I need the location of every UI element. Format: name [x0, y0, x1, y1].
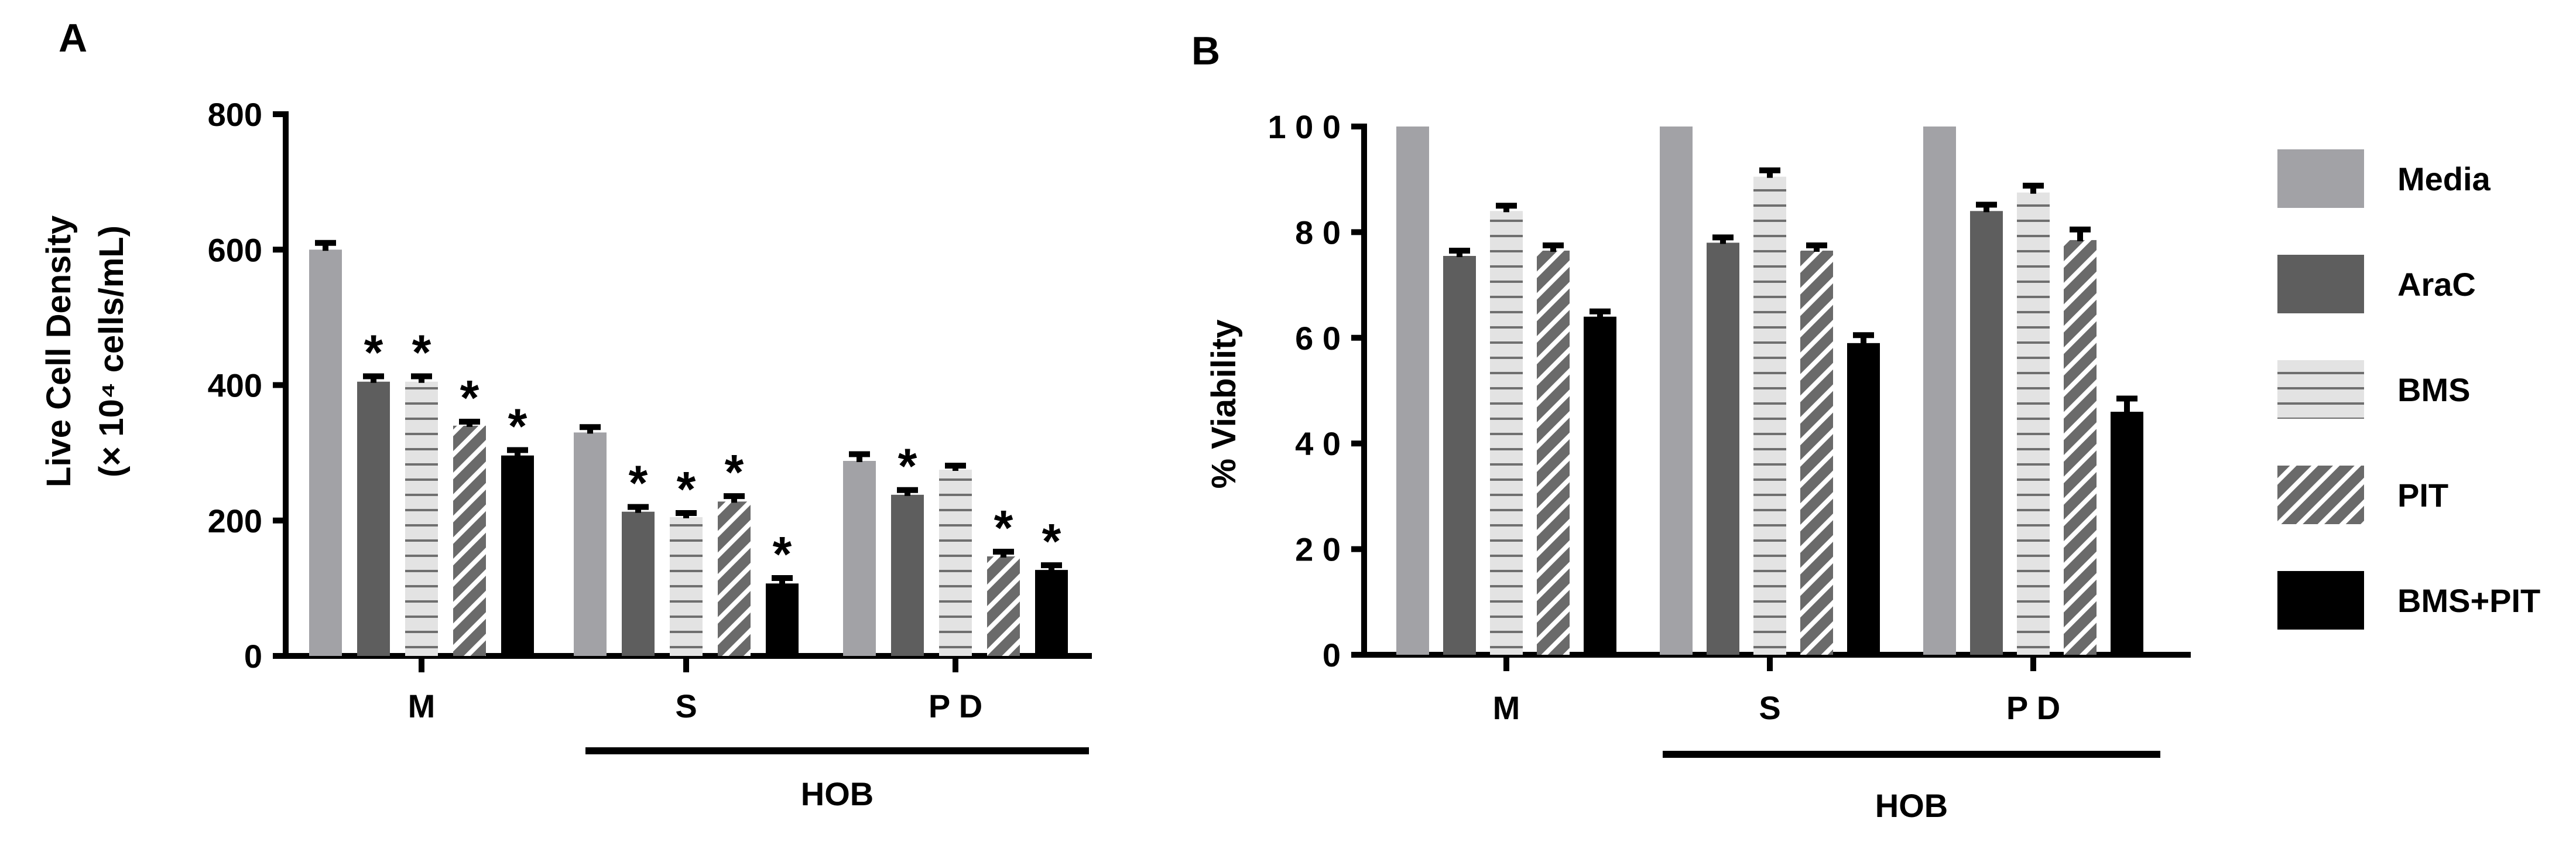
panel-a-significance-star: *	[725, 445, 744, 500]
panel-b-bar-media-m	[1396, 127, 1429, 655]
panel-a-ylabel-line2: (× 10⁴ cells/mL)	[93, 225, 131, 477]
panel-a-significance-star: *	[460, 370, 479, 425]
panel-a-ytick-label: 800	[208, 96, 262, 133]
panel-a-significance-star: *	[994, 500, 1013, 555]
panel-b-bar-pit-p-d	[2064, 240, 2097, 655]
panel-b-bar-bms-pit-p-d	[2111, 412, 2143, 655]
legend-item-bms-pit: BMS+PIT	[2277, 571, 2540, 630]
legend-label-pit: PIT	[2397, 477, 2448, 514]
legend-swatch-arac	[2277, 255, 2364, 313]
panel-a-bar-arac-p-d	[891, 494, 924, 656]
panel-b-ytick-label: 1 0 0	[1268, 108, 1341, 145]
panel-a-ytick-label: 600	[208, 231, 262, 268]
panel-a-bar-bms-m	[405, 381, 438, 656]
panel-a-bar-arac-m	[357, 381, 390, 656]
panel-a-significance-star: *	[364, 324, 383, 380]
panel-b-category-s: S	[1759, 689, 1780, 726]
panel-b-bar-bms-p-d	[2017, 192, 2050, 655]
panel-a-letter: A	[59, 16, 87, 60]
legend-label-bms-pit: BMS+PIT	[2397, 582, 2540, 619]
panel-b-ytick-label: 0	[1323, 637, 1341, 674]
panel-a-significance-star: *	[1042, 514, 1061, 569]
panel-a-bar-media-m	[309, 249, 342, 656]
panel-b-bar-media-s	[1660, 127, 1693, 655]
panel-a-bar-bms-pit-m	[501, 455, 534, 656]
legend-label-arac: AraC	[2397, 266, 2476, 303]
panel-a-category-m: M	[408, 688, 436, 724]
panel-b-ytick-label: 6 0	[1295, 320, 1341, 357]
legend: Media AraC BMS PIT BMS+PIT	[2277, 149, 2540, 630]
panel-a-bar-bms-p-d	[939, 470, 972, 656]
legend-swatch-pit	[2277, 466, 2364, 524]
legend-swatch-bms-pit	[2277, 571, 2364, 630]
panel-b-bar-pit-s	[1800, 250, 1833, 655]
panel-a-bar-arac-s	[622, 511, 655, 656]
panel-b-group-label: HOB	[1875, 787, 1948, 824]
legend-swatch-bms	[2277, 360, 2364, 419]
panel-a-ytick-label: 400	[208, 367, 262, 404]
panel-a-bar-pit-p-d	[987, 556, 1020, 656]
legend-label-bms: BMS	[2397, 371, 2470, 408]
legend-swatch-media	[2277, 149, 2364, 208]
panel-b-ytick-label: 2 0	[1295, 531, 1341, 568]
panel-b-category-m: M	[1493, 689, 1520, 726]
panel-a-bar-media-p-d	[843, 461, 876, 656]
panel-a-bar-bms-pit-p-d	[1035, 570, 1068, 656]
panel-a-category-p-d: P D	[929, 688, 982, 724]
panel-b-chart: B % Viability 0 2 0 4 0 6 0 8 0 1 0 0 M S P D HO…	[1191, 29, 2191, 824]
panel-b-ylabel: % Viability	[1205, 319, 1243, 488]
panel-b-bar-arac-p-d	[1970, 211, 2003, 655]
panel-b-category-p-d: P D	[2006, 689, 2060, 726]
legend-item-media: Media	[2277, 149, 2491, 208]
panel-a-ytick-label: 200	[208, 502, 262, 539]
panel-a-significance-star: *	[898, 439, 917, 494]
panel-a-significance-star: *	[677, 461, 696, 517]
panel-b-bar-media-p-d	[1923, 127, 1956, 655]
panel-a-chart: A Live Cell Density (× 10⁴ cells/mL) 0 20…	[40, 16, 1092, 812]
panel-b-ytick-label: 8 0	[1295, 214, 1341, 251]
legend-label-media: Media	[2397, 160, 2491, 197]
panel-b-bar-arac-m	[1443, 255, 1476, 655]
panel-a-significance-star: *	[412, 324, 431, 380]
panel-a-ylabel-line1: Live Cell Density	[40, 216, 78, 487]
panel-a-bar-media-s	[574, 432, 607, 656]
panel-a-bar-bms-pit-s	[766, 583, 799, 656]
panel-b-bars	[1396, 127, 2143, 655]
panel-a-bar-pit-s	[718, 501, 751, 656]
panel-a-bar-pit-m	[453, 425, 486, 656]
panel-a-ytick-label: 0	[244, 638, 262, 675]
panel-a-significance-star: *	[508, 399, 527, 454]
panel-a-group-label: HOB	[801, 775, 873, 812]
panel-a-bars: * * * * * * * * * * *	[309, 240, 1068, 656]
legend-item-pit: PIT	[2277, 466, 2448, 524]
panel-b-letter: B	[1191, 29, 1220, 73]
panel-b-bar-pit-m	[1537, 250, 1570, 655]
panel-a-category-s: S	[675, 688, 697, 724]
legend-item-arac: AraC	[2277, 255, 2476, 313]
panel-b-bar-bms-pit-s	[1847, 343, 1880, 655]
legend-item-bms: BMS	[2277, 360, 2470, 419]
panel-b-bar-bms-m	[1490, 211, 1523, 655]
panel-a-bar-bms-s	[670, 517, 703, 656]
panel-b-bar-arac-s	[1707, 242, 1739, 655]
panel-b-bar-bms-s	[1753, 176, 1786, 655]
panel-a-significance-star: *	[773, 527, 792, 582]
panel-b-bar-bms-pit-m	[1584, 316, 1616, 655]
panel-b-ytick-label: 4 0	[1295, 425, 1341, 462]
panel-a-significance-star: *	[629, 456, 648, 511]
